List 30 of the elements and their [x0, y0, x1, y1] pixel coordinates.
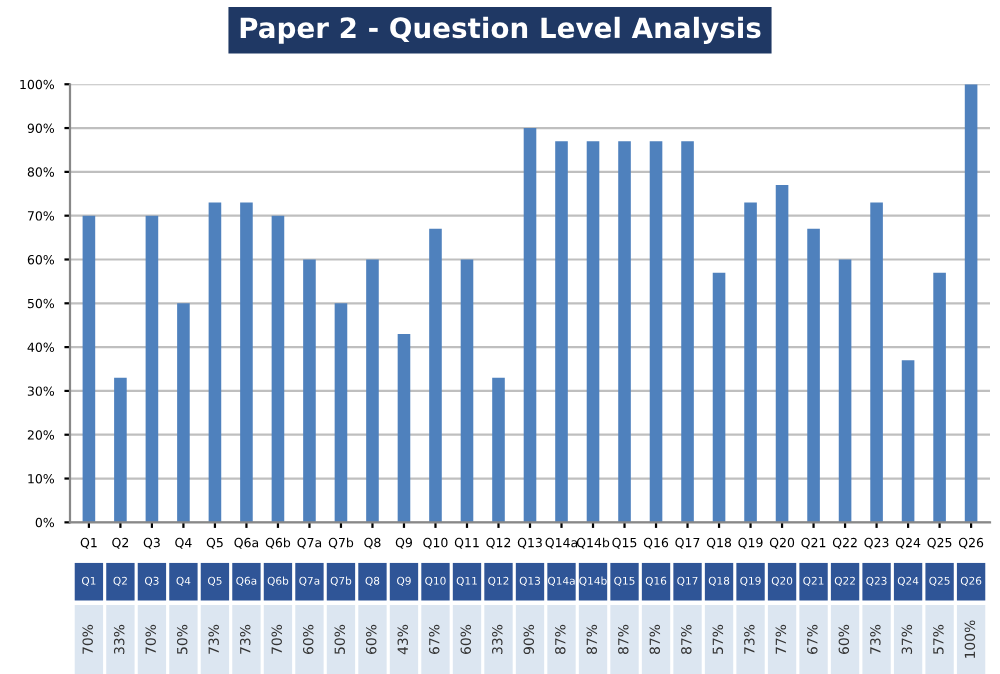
bar — [744, 202, 757, 523]
bar — [208, 202, 222, 523]
bar — [177, 303, 190, 523]
bar — [775, 185, 789, 523]
bar — [712, 272, 726, 523]
bar — [618, 141, 631, 523]
bar — [649, 141, 663, 523]
bar — [82, 215, 96, 523]
bar — [271, 215, 285, 523]
bar — [397, 333, 411, 523]
bar — [555, 141, 568, 523]
bar — [964, 84, 978, 523]
bar — [114, 377, 127, 523]
bar — [240, 202, 253, 523]
bar — [460, 259, 474, 523]
bar — [933, 272, 946, 523]
bar — [145, 215, 159, 523]
bar — [523, 128, 537, 523]
bar — [334, 303, 348, 523]
bar — [901, 360, 915, 523]
bar — [870, 202, 883, 523]
bar — [492, 377, 505, 523]
bar — [586, 141, 600, 523]
bar — [303, 259, 316, 523]
bar — [429, 228, 442, 523]
bar — [838, 259, 852, 523]
bar — [807, 228, 820, 523]
bar — [366, 259, 379, 523]
bar — [681, 141, 694, 523]
chart-title: Paper 2 - Question Level Analysis — [240, 16, 761, 44]
